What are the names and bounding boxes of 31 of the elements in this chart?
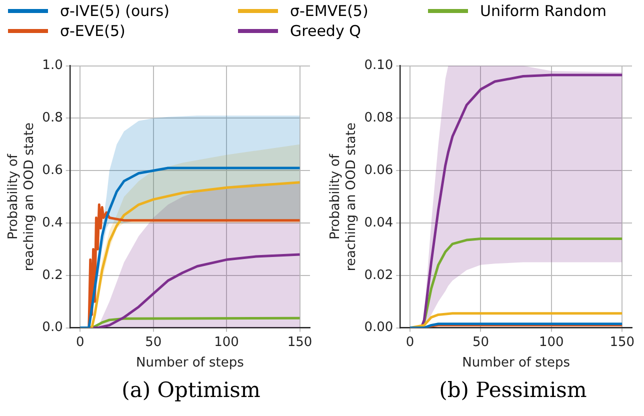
x-tick-label: 50 <box>472 334 489 350</box>
text: (a) Optimism <box>120 378 262 402</box>
x-axis-title: Number of steps <box>136 356 244 371</box>
x-tick-label: 150 <box>610 334 635 350</box>
y-tick-label: 0.6 <box>42 162 63 178</box>
y-tick-label: 0.00 <box>364 320 394 336</box>
y-tick-label: 0.04 <box>364 215 394 230</box>
y-tick-label: 0.8 <box>42 110 63 126</box>
legend-label: σ-EVE(5) <box>60 22 126 40</box>
x-tick-label: 100 <box>539 334 564 350</box>
y-tick-label: 0.10 <box>364 58 394 74</box>
x-tick-label: 0 <box>406 334 414 350</box>
legend-label: Greedy Q <box>290 22 361 40</box>
y-tick-label: 0.2 <box>42 268 63 283</box>
text: (b) Pessimism <box>438 378 588 402</box>
y-tick-label: 0.06 <box>364 162 394 178</box>
y-tick-label: 0.0 <box>42 320 63 336</box>
y-tick-label: 0.08 <box>364 110 394 126</box>
legend-label: Uniform Random <box>480 2 606 20</box>
x-tick-label: 0 <box>76 334 84 350</box>
legend-label: σ-IVE(5) (ours) <box>60 2 170 20</box>
y-tick-label: 1.0 <box>42 58 63 74</box>
x-tick-label: 150 <box>287 334 312 350</box>
x-tick-label: 100 <box>214 334 239 350</box>
x-tick-label: 50 <box>145 334 162 350</box>
y-tick-label: 0.02 <box>364 268 394 283</box>
y-axis-title: Probability of reaching an OOD state <box>6 122 37 272</box>
x-axis-title: Number of steps <box>462 356 570 371</box>
y-axis-title: Probability of reaching an OOD state <box>328 122 359 272</box>
legend-label: σ-EMVE(5) <box>290 2 368 20</box>
y-tick-label: 0.4 <box>42 215 63 230</box>
